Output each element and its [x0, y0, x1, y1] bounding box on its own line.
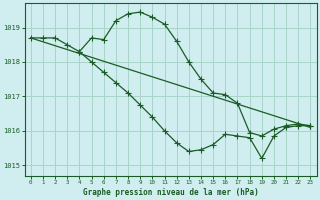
X-axis label: Graphe pression niveau de la mer (hPa): Graphe pression niveau de la mer (hPa) [83, 188, 259, 197]
